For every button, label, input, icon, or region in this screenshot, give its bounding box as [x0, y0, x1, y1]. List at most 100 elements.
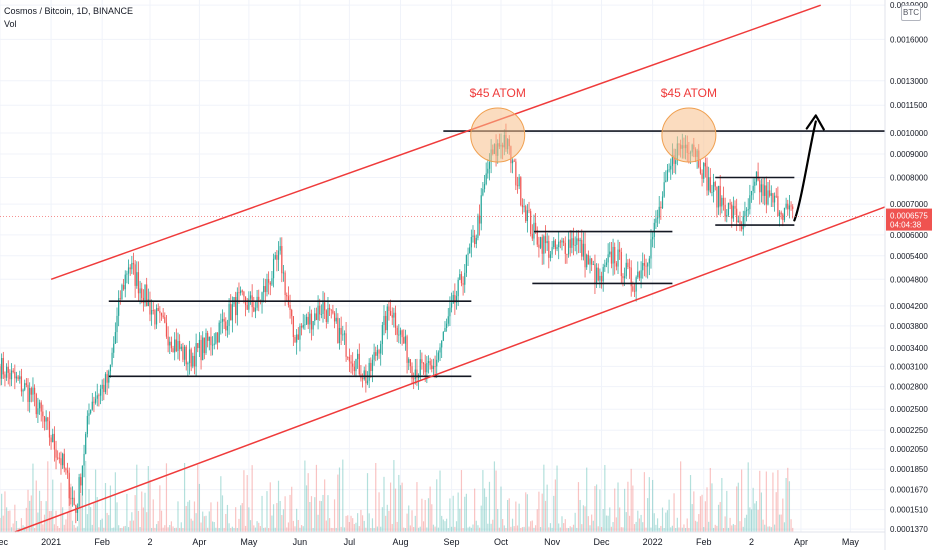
- annotation-label: $45 ATOM: [661, 86, 717, 100]
- candle-body: [788, 205, 791, 210]
- volume-bar: [43, 514, 46, 532]
- drawings[interactable]: $45 ATOM $45 ATOM: [14, 4, 886, 533]
- volume-bar: [314, 497, 316, 532]
- candle-body: [116, 315, 118, 333]
- candle-body: [750, 191, 753, 196]
- volume-bar: [88, 489, 90, 532]
- volume-bar: [742, 526, 744, 532]
- candle-body: [19, 376, 21, 380]
- volume-bar: [200, 522, 202, 532]
- volume-bar: [706, 487, 708, 532]
- candle-body: [307, 316, 309, 325]
- candle-body: [164, 317, 166, 323]
- y-tick-label: 0.0001850: [890, 465, 928, 474]
- candle-body: [35, 394, 37, 415]
- volume-bar: [485, 496, 487, 532]
- candle-body: [719, 185, 721, 207]
- volume-bar: [368, 513, 370, 532]
- channel-lower-line: [14, 206, 886, 533]
- candle-body: [388, 306, 390, 311]
- volume-bar: [276, 503, 278, 532]
- candle-body: [104, 374, 107, 393]
- candle-body: [535, 222, 537, 231]
- candle-body: [2, 358, 4, 375]
- volume-bar: [744, 517, 746, 532]
- y-tick-label: 0.0002500: [890, 405, 928, 414]
- candle-body: [131, 262, 133, 270]
- y-tick-label: 0.0016000: [890, 35, 928, 44]
- y-tick-label: 0.0004200: [890, 302, 928, 311]
- volume-bar: [600, 527, 603, 532]
- candle-body: [200, 339, 202, 361]
- volume-bar: [548, 527, 550, 532]
- x-tick-label: Apr: [192, 537, 206, 547]
- candle-body: [635, 277, 637, 292]
- volume-bar: [38, 490, 41, 532]
- y-tick-label: 0.0002800: [890, 383, 928, 392]
- volume-bar: [571, 527, 573, 532]
- candle-body: [600, 275, 603, 282]
- candle-body: [452, 294, 454, 304]
- candle-body: [561, 240, 563, 243]
- candle-body: [549, 254, 552, 258]
- volume-bar: [337, 474, 339, 532]
- candle-body: [253, 307, 255, 312]
- candle-body: [55, 449, 57, 458]
- candle-body: [266, 279, 268, 292]
- volume-bar: [98, 527, 100, 532]
- forecast-arrow-curve: [793, 120, 817, 222]
- volume-bar: [37, 512, 39, 532]
- volume-bar: [35, 480, 37, 532]
- x-tick-label: Sep: [444, 537, 460, 547]
- candle-body: [42, 411, 44, 417]
- volume-bar: [42, 524, 44, 532]
- volume-bar: [693, 491, 695, 532]
- candle-body: [716, 186, 718, 208]
- volume-bar: [253, 525, 255, 532]
- currency-badge[interactable]: BTC: [901, 5, 921, 21]
- volume-bar: [403, 527, 405, 532]
- volume-bar: [628, 515, 631, 532]
- volume-bar: [332, 527, 334, 532]
- candle-body: [581, 239, 583, 257]
- volume-bar: [114, 472, 116, 532]
- y-tick-label: 0.0001370: [890, 525, 928, 534]
- candle-body: [742, 216, 744, 230]
- candle-body: [637, 271, 639, 278]
- candle-body: [624, 276, 626, 279]
- candle-body: [772, 193, 774, 203]
- volume-bar: [365, 527, 367, 532]
- candle-body: [518, 177, 520, 187]
- volume-bar: [211, 521, 214, 532]
- candle-body: [391, 315, 393, 318]
- candle-body: [238, 292, 240, 294]
- volume-bar: [223, 527, 225, 532]
- candle-body: [355, 359, 357, 372]
- x-tick-label: 2021: [41, 537, 61, 547]
- volume-bar: [478, 527, 481, 532]
- candle-body: [587, 254, 589, 265]
- volume-bar: [169, 525, 171, 532]
- volume-bar: [340, 526, 342, 532]
- volume-bar: [296, 508, 298, 532]
- volume-bar: [498, 527, 500, 532]
- candle-body: [162, 315, 164, 318]
- candle-body: [144, 284, 146, 304]
- symbol-title[interactable]: Cosmos / Bitcoin, 1D, BINANCE: [4, 6, 134, 16]
- candle-body: [93, 401, 95, 403]
- x-tick-label: May: [240, 537, 258, 547]
- candle-body: [396, 327, 398, 335]
- volume-bar: [663, 527, 665, 532]
- volume-bar: [14, 504, 16, 532]
- candle-body: [619, 249, 621, 253]
- candle-body: [299, 325, 301, 340]
- candle-body: [673, 154, 675, 164]
- candle-body: [538, 244, 540, 248]
- candle-body: [612, 246, 614, 264]
- candle-body: [109, 364, 112, 372]
- candle-body: [324, 302, 326, 311]
- volume-bar: [721, 478, 723, 532]
- volume-bar: [521, 527, 524, 532]
